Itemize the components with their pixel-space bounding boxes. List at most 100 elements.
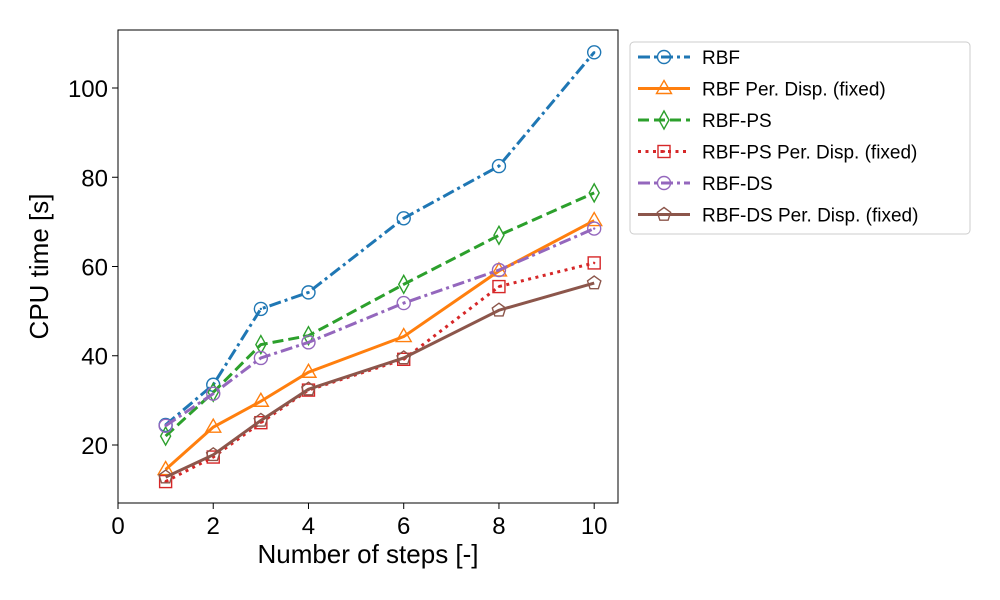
data-point-center — [307, 341, 310, 344]
data-point — [397, 273, 410, 295]
series-5 — [158, 221, 602, 434]
series-line — [164, 51, 596, 427]
legend-box — [629, 41, 971, 235]
series-line — [164, 191, 595, 438]
data-point — [588, 182, 600, 204]
x-tick-label: 8 — [492, 513, 505, 540]
series-line — [164, 281, 595, 479]
y-tick-label: 20 — [81, 433, 108, 460]
x-tick-label: 10 — [581, 513, 608, 540]
plot-frame — [117, 29, 619, 504]
data-point-center — [592, 227, 596, 230]
series-1 — [158, 45, 602, 433]
data-point-center — [164, 424, 167, 428]
data-point — [491, 302, 507, 317]
data-point — [302, 325, 315, 347]
legend-item: RBF-PS — [638, 109, 772, 132]
data-point — [586, 275, 602, 290]
legend-marker-center — [662, 150, 666, 153]
legend-item: RBF-DS — [638, 174, 773, 195]
data-point-center — [497, 285, 501, 288]
data-point — [585, 211, 603, 227]
data-point — [255, 334, 267, 356]
legend-marker — [655, 79, 673, 95]
data-point — [587, 256, 601, 270]
series-2 — [156, 211, 603, 476]
data-point — [253, 301, 269, 317]
data-point — [252, 391, 270, 407]
x-tick-label: 4 — [302, 513, 315, 540]
data-point-center — [402, 217, 405, 220]
data-point — [396, 211, 411, 226]
y-axis-label: CPU time [s] — [24, 194, 54, 340]
data-point — [204, 417, 222, 433]
data-point — [491, 262, 507, 278]
data-point — [493, 224, 505, 246]
data-point — [491, 158, 507, 174]
legend-label: RBF-DS Per. Disp. (fixed) — [702, 206, 918, 227]
data-point — [158, 469, 174, 484]
data-point-center — [259, 356, 263, 360]
data-point-center — [497, 164, 501, 168]
legend-item: RBF — [638, 48, 740, 69]
data-point-center — [402, 301, 405, 305]
series-line — [164, 219, 595, 471]
data-point — [301, 285, 316, 300]
legend-item: RBF-DS Per. Disp. (fixed) — [638, 206, 918, 227]
data-point-center — [259, 307, 263, 311]
legend-marker — [657, 144, 671, 159]
legend-marker — [658, 109, 670, 131]
legend-marker — [656, 175, 672, 191]
legend-marker — [656, 49, 672, 65]
data-point-center — [497, 268, 501, 272]
data-point — [396, 350, 412, 365]
data-point — [300, 381, 316, 396]
axis-ticks: 0 2 4 6 8 10 20 40 60 80 100 — [68, 76, 608, 540]
data-point — [586, 45, 602, 60]
x-tick-label: 0 — [111, 513, 124, 540]
y-tick-label: 100 — [68, 76, 108, 103]
legend-label: RBF-PS Per. Disp. (fixed) — [702, 143, 917, 164]
series-4 — [158, 256, 601, 489]
data-point-center — [592, 261, 596, 265]
plot-axes — [117, 29, 619, 504]
series-layer — [156, 45, 603, 489]
data-point — [299, 362, 318, 378]
y-tick-label: 80 — [81, 165, 108, 192]
series-3 — [159, 182, 600, 447]
x-axis-label: Number of steps [-] — [257, 539, 478, 569]
data-point — [301, 335, 316, 350]
data-point — [254, 415, 268, 430]
data-point-center — [307, 291, 310, 294]
legend-marker — [656, 206, 672, 221]
series-line — [164, 227, 595, 428]
legend-marker-center — [662, 55, 666, 59]
data-point — [395, 327, 413, 343]
data-point — [159, 425, 172, 447]
x-tick-label: 6 — [397, 513, 410, 540]
data-point — [396, 295, 411, 311]
legend-marker-center — [662, 181, 666, 185]
data-point — [586, 221, 602, 236]
data-point — [205, 446, 221, 462]
legend: RBF RBF Per. Disp. (fixed) RBF-PS RBF-PS Pe… — [629, 41, 971, 235]
data-point — [158, 418, 173, 434]
data-point — [253, 350, 269, 366]
legend-label: RBF-DS — [702, 174, 773, 195]
y-tick-label: 40 — [81, 344, 108, 371]
data-point — [492, 279, 506, 294]
legend-label: RBF-PS — [702, 111, 772, 132]
legend-item: RBF-PS Per. Disp. (fixed) — [638, 143, 917, 164]
legend-item: RBF Per. Disp. (fixed) — [638, 79, 886, 101]
data-point — [156, 460, 175, 476]
series-6 — [158, 275, 602, 484]
y-tick-label: 60 — [81, 255, 108, 282]
data-point — [253, 412, 269, 427]
data-point-center — [212, 392, 215, 395]
data-point-center — [592, 51, 596, 54]
x-tick-label: 2 — [207, 513, 220, 540]
legend-label: RBF Per. Disp. (fixed) — [702, 80, 886, 101]
legend-label: RBF — [702, 48, 740, 69]
data-point — [206, 386, 221, 401]
